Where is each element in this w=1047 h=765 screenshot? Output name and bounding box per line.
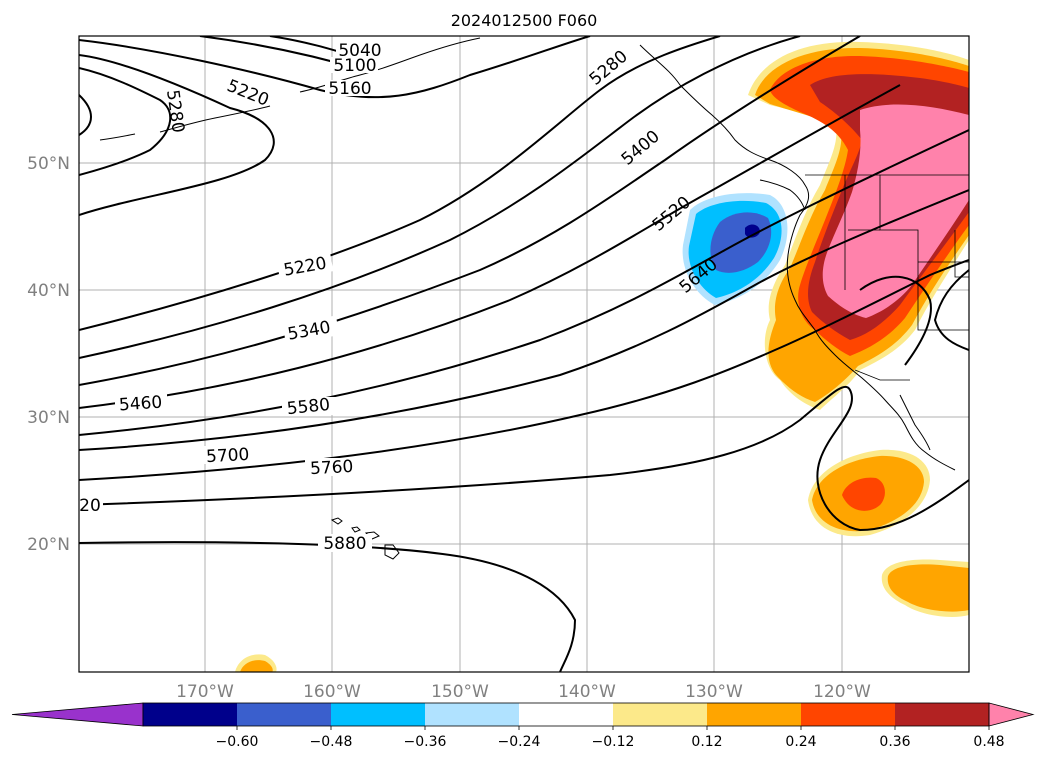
contour-label-5460: 5460 bbox=[118, 393, 163, 416]
positive-anomaly-west-coast bbox=[748, 41, 969, 410]
lon-label-160w: 160°W bbox=[303, 682, 361, 702]
colorbar-bin bbox=[331, 703, 425, 726]
colorbar-bin bbox=[237, 703, 331, 726]
contour-label-5040: 5040 bbox=[338, 41, 381, 61]
contour-label-5100: 5100 bbox=[333, 56, 376, 76]
map-frame bbox=[78, 35, 970, 673]
lat-label-30n: 30°N bbox=[27, 408, 70, 428]
colorbar-bin bbox=[801, 703, 895, 726]
colorbar-bin bbox=[519, 703, 613, 726]
contour-label-5820-partial: 20 bbox=[79, 496, 101, 516]
colorbar-tick-label: 0.36 bbox=[879, 734, 910, 750]
colorbar-tick-label: −0.36 bbox=[404, 734, 447, 750]
height-contours bbox=[79, 36, 969, 672]
lon-label-150w: 150°W bbox=[431, 682, 489, 702]
colorbar-extend-min bbox=[11, 702, 144, 727]
colorbar-tick-label: 0.24 bbox=[785, 734, 816, 750]
contour-label-5160: 5160 bbox=[328, 79, 371, 99]
positive-anomaly-southeast bbox=[881, 559, 969, 617]
colorbar-bin bbox=[707, 703, 801, 726]
lat-label-40n: 40°N bbox=[27, 281, 70, 301]
colorbar-tick-label: −0.12 bbox=[592, 734, 635, 750]
lon-label-120w: 120°W bbox=[813, 682, 871, 702]
colorbar-tick-label: 0.12 bbox=[691, 734, 722, 750]
contour-label-5760: 5760 bbox=[310, 457, 354, 479]
colorbar-bin bbox=[613, 703, 707, 726]
political-borders bbox=[805, 174, 969, 381]
lon-label-170w: 170°W bbox=[176, 682, 234, 702]
contour-label-5880: 5880 bbox=[323, 534, 366, 554]
coastlines bbox=[99, 37, 956, 471]
map-title: 2024012500 F060 bbox=[451, 11, 598, 30]
lat-label-50n: 50°N bbox=[27, 154, 70, 174]
positive-anomaly-bottom bbox=[235, 654, 277, 672]
positive-anomaly-southwest bbox=[808, 449, 930, 537]
hawaiian-islands bbox=[330, 517, 400, 560]
longitude-labels: 170°W 160°W 150°W 140°W 130°W 120°W bbox=[176, 682, 871, 702]
colorbar: −0.60 −0.48 −0.36 −0.24 −0.12 0.12 0.24 0.36 0.4… bbox=[11, 702, 1035, 750]
colorbar-tick-label: −0.48 bbox=[310, 734, 353, 750]
colorbar-extend-max bbox=[988, 702, 1035, 727]
lon-label-130w: 130°W bbox=[685, 682, 743, 702]
map-panel: 5040 5100 5160 5220 5280 5280 5400 5520 … bbox=[79, 36, 969, 672]
colorbar-bin bbox=[143, 703, 237, 726]
lon-label-140w: 140°W bbox=[558, 682, 616, 702]
colorbar-frame bbox=[142, 702, 990, 727]
latitude-labels: 50°N 40°N 30°N 20°N bbox=[27, 154, 70, 555]
colorbar-tick-label: −0.60 bbox=[216, 734, 259, 750]
colorbar-bin bbox=[895, 703, 989, 726]
contour-label-5580: 5580 bbox=[286, 395, 331, 419]
lat-label-20n: 20°N bbox=[27, 535, 70, 555]
colorbar-tick-label: −0.24 bbox=[498, 734, 541, 750]
colorbar-tick-label: 0.48 bbox=[973, 734, 1004, 750]
contour-label-5700: 5700 bbox=[206, 445, 250, 467]
negative-anomaly-offshore bbox=[682, 193, 788, 305]
colorbar-bin bbox=[425, 703, 519, 726]
